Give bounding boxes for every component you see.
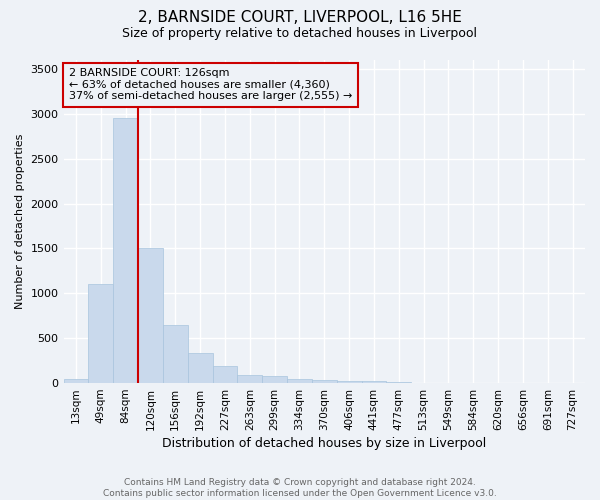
- Bar: [362, 382, 386, 383]
- Bar: [262, 376, 287, 383]
- Text: Contains HM Land Registry data © Crown copyright and database right 2024.
Contai: Contains HM Land Registry data © Crown c…: [103, 478, 497, 498]
- Bar: [113, 118, 138, 383]
- Y-axis label: Number of detached properties: Number of detached properties: [15, 134, 25, 309]
- Bar: [287, 379, 312, 383]
- Text: 2, BARNSIDE COURT, LIVERPOOL, L16 5HE: 2, BARNSIDE COURT, LIVERPOOL, L16 5HE: [138, 10, 462, 25]
- Bar: [337, 381, 362, 383]
- Text: Size of property relative to detached houses in Liverpool: Size of property relative to detached ho…: [122, 28, 478, 40]
- Bar: [138, 248, 163, 383]
- Bar: [386, 382, 411, 383]
- X-axis label: Distribution of detached houses by size in Liverpool: Distribution of detached houses by size …: [162, 437, 487, 450]
- Bar: [64, 378, 88, 383]
- Text: 2 BARNSIDE COURT: 126sqm
← 63% of detached houses are smaller (4,360)
37% of sem: 2 BARNSIDE COURT: 126sqm ← 63% of detach…: [69, 68, 352, 102]
- Bar: [88, 284, 113, 383]
- Bar: [163, 324, 188, 383]
- Bar: [188, 354, 212, 383]
- Bar: [312, 380, 337, 383]
- Bar: [212, 366, 238, 383]
- Bar: [238, 374, 262, 383]
